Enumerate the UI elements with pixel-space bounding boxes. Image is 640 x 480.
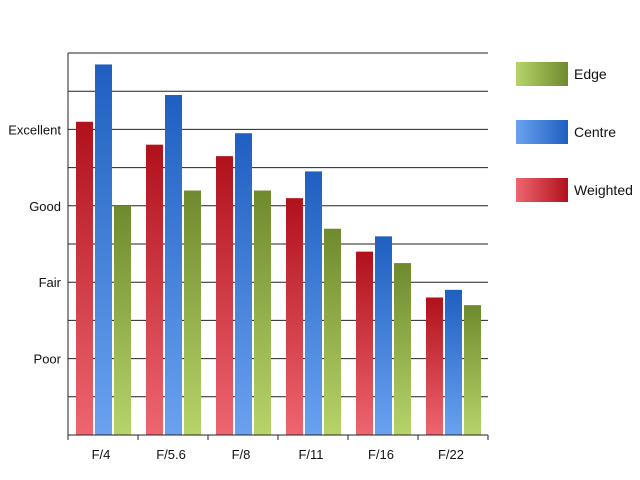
bar-edge-f-11 xyxy=(324,228,341,435)
y-tick-label-fair: Fair xyxy=(39,275,62,290)
x-tick-label-f-16: F/16 xyxy=(368,447,394,462)
legend-label-weighted: Weighted xyxy=(574,182,633,198)
legend-label-edge: Edge xyxy=(574,66,607,82)
x-tick-labels: F/4 F/5.6 F/8 F/11 F/16 F/22 xyxy=(92,447,464,462)
bar-centre-f-11 xyxy=(305,171,322,436)
y-tick-label-poor: Poor xyxy=(34,352,62,367)
axes xyxy=(67,53,489,440)
legend-swatch-centre xyxy=(516,120,568,144)
y-tick-labels: Poor Fair Good Excellent xyxy=(8,122,61,366)
y-tick-label-excellent: Excellent xyxy=(8,122,61,137)
legend-swatch-edge xyxy=(516,62,568,86)
bar-edge-f-22 xyxy=(464,305,481,435)
bar-weighted-f-4 xyxy=(76,121,93,435)
bar-weighted-f-22 xyxy=(426,297,443,435)
legend-label-centre: Centre xyxy=(574,124,616,140)
bars xyxy=(76,64,481,436)
bar-centre-f-16 xyxy=(375,236,392,435)
legend-swatch-weighted xyxy=(516,178,568,202)
x-tick-label-f-8: F/8 xyxy=(232,447,251,462)
bar-edge-f-16 xyxy=(394,263,411,435)
bar-edge-f-4 xyxy=(114,205,131,435)
bar-weighted-f-16 xyxy=(356,251,373,435)
legend: Edge Centre Weighted xyxy=(516,62,633,202)
x-tick-label-f-4: F/4 xyxy=(92,447,111,462)
x-tick-label-f-5-6: F/5.6 xyxy=(156,447,186,462)
x-tick-label-f-22: F/22 xyxy=(438,447,464,462)
bar-edge-f-8 xyxy=(254,190,271,435)
bar-weighted-f-5-6 xyxy=(146,144,163,435)
y-tick-label-good: Good xyxy=(29,199,61,214)
grid-lines xyxy=(68,52,488,398)
bar-centre-f-8 xyxy=(235,133,252,435)
bar-weighted-f-8 xyxy=(216,156,233,435)
bar-centre-f-22 xyxy=(445,289,462,435)
bar-centre-f-4 xyxy=(95,64,112,436)
bar-centre-f-5-6 xyxy=(165,95,182,436)
bar-edge-f-5-6 xyxy=(184,190,201,435)
bar-weighted-f-11 xyxy=(286,198,303,435)
x-tick-label-f-11: F/11 xyxy=(298,447,323,462)
